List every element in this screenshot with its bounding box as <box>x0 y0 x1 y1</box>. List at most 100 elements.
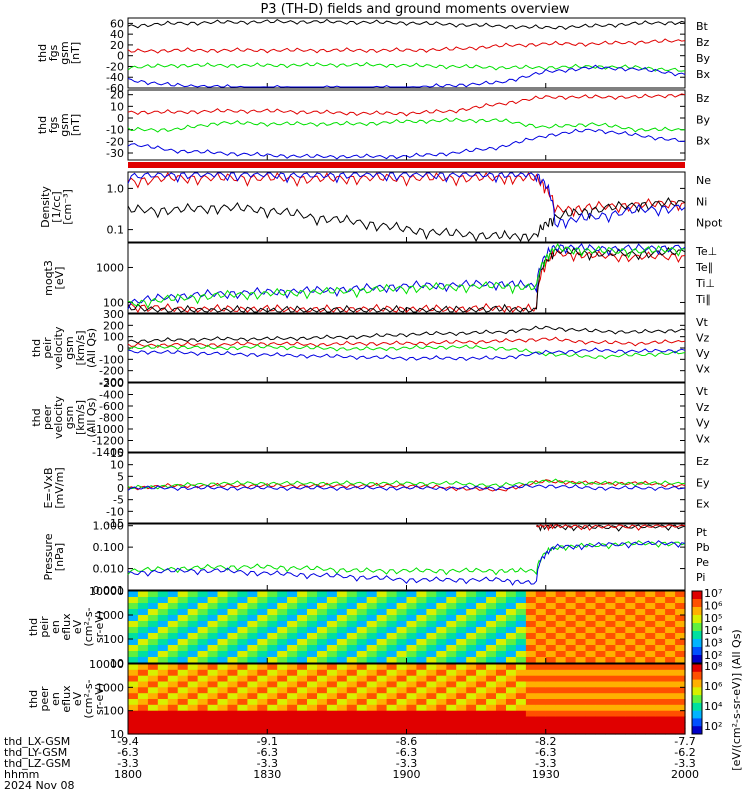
heatmap-cell <box>476 687 487 694</box>
heatmap-cell <box>237 669 248 677</box>
heatmap-cell <box>257 693 268 700</box>
footer-value: 2000 <box>671 768 699 781</box>
panel-4: 3002001000-100-200-300thdpeirvelocitygsm… <box>30 308 711 389</box>
heatmap-cell <box>645 627 656 634</box>
heatmap-cell <box>486 664 497 671</box>
heatmap-cell <box>416 609 427 616</box>
heatmap-cell <box>625 639 636 646</box>
heatmap-cell <box>237 728 248 735</box>
heatmap-cell <box>227 704 238 712</box>
heatmap-cell <box>207 615 219 622</box>
heatmap-cell <box>366 639 378 646</box>
heatmap-cell <box>565 621 577 628</box>
footer-value: -3.3 <box>674 757 695 770</box>
heatmap-cell <box>207 645 219 652</box>
heatmap-cell <box>137 645 149 652</box>
legend-Npot: Npot <box>696 217 723 230</box>
ytick-label: 0.001 <box>93 584 125 597</box>
heatmap-cell <box>466 675 477 683</box>
heatmap-cell <box>476 609 487 616</box>
heatmap-cell <box>217 699 228 706</box>
legend-Bx: Bx <box>696 68 711 81</box>
heatmap-cell <box>665 669 676 677</box>
heatmap-cell <box>625 687 636 694</box>
heatmap-cell <box>137 603 149 610</box>
heatmap-cell <box>665 651 676 658</box>
heatmap-cell <box>287 627 298 634</box>
heatmap-cell <box>605 603 616 610</box>
heatmap-cell <box>147 633 159 640</box>
heatmap-cell <box>227 651 238 658</box>
heatmap-cell <box>635 669 646 677</box>
legend-Vx: Vx <box>696 363 711 376</box>
heatmap-cell <box>197 633 209 640</box>
panel-frame <box>127 242 686 314</box>
heatmap-cell <box>555 639 567 646</box>
heatmap-cell <box>585 639 596 646</box>
heatmap-cell <box>605 687 616 694</box>
heatmap-cell <box>625 728 636 735</box>
heatmap-cell <box>137 657 149 664</box>
heatmap-cell <box>217 716 228 723</box>
heatmap-cell <box>147 603 159 610</box>
heatmap-cell <box>525 657 537 664</box>
heatmap-cell <box>177 615 189 622</box>
heatmap-cell <box>167 675 179 683</box>
heatmap-cell <box>356 699 368 706</box>
heatmap-cell <box>297 675 308 683</box>
heatmap-cell <box>137 627 149 634</box>
heatmap-cell <box>466 615 477 622</box>
heatmap-cell <box>595 704 606 712</box>
series-line-Ne <box>127 171 686 218</box>
heatmap-cell <box>535 651 547 658</box>
legend-Pi: Pi <box>696 571 705 584</box>
heatmap-cell <box>197 687 209 694</box>
heatmap-cell <box>257 645 268 652</box>
heatmap-cell <box>187 603 199 610</box>
heatmap-cell <box>565 728 577 735</box>
ylabel-line: fgs <box>47 116 60 133</box>
heatmap-cell <box>366 675 378 683</box>
heatmap-cell <box>535 664 547 671</box>
heatmap-cell <box>376 651 388 658</box>
heatmap-cell <box>376 615 388 622</box>
heatmap-cell <box>635 716 646 723</box>
heatmap-cell <box>555 603 567 610</box>
heatmap-cell <box>366 669 378 677</box>
heatmap-cell <box>317 633 328 640</box>
heatmap-cell <box>545 716 557 723</box>
heatmap-cell <box>496 693 507 700</box>
heatmap-cell <box>506 710 517 718</box>
heatmap-cell <box>128 675 139 683</box>
heatmap-cell <box>645 615 656 622</box>
heatmap-cell <box>167 687 179 694</box>
heatmap-cell <box>446 657 457 664</box>
colorbar-swatch <box>692 695 702 704</box>
heatmap-cell <box>277 722 288 729</box>
heatmap-cell <box>506 651 517 658</box>
heatmap-cell <box>496 591 507 598</box>
heatmap-cell <box>655 633 666 640</box>
heatmap-cell <box>307 687 318 694</box>
heatmap-cell <box>585 627 596 634</box>
ylabel-line: thd <box>27 618 40 636</box>
heatmap-cell <box>595 657 606 664</box>
heatmap-cell <box>147 651 159 658</box>
heatmap-cell <box>137 675 149 683</box>
heatmap-cell <box>237 722 248 729</box>
heatmap-cell <box>237 603 248 610</box>
ylabel: moqt3[eV] <box>42 260 66 296</box>
heatmap-cell <box>605 722 616 729</box>
heatmap-cell <box>456 627 467 634</box>
heatmap-cell <box>366 687 378 694</box>
ytick-label: 1000 <box>96 609 124 622</box>
heatmap-cell <box>336 669 348 677</box>
heatmap-cell <box>496 669 507 677</box>
heatmap-cell <box>605 669 616 677</box>
footer-value: -6.3 <box>396 746 417 759</box>
heatmap-cell <box>297 639 308 646</box>
heatmap-cell <box>496 621 507 628</box>
heatmap-cell <box>366 693 378 700</box>
heatmap-cell <box>277 657 288 664</box>
heatmap-cell <box>317 609 328 616</box>
